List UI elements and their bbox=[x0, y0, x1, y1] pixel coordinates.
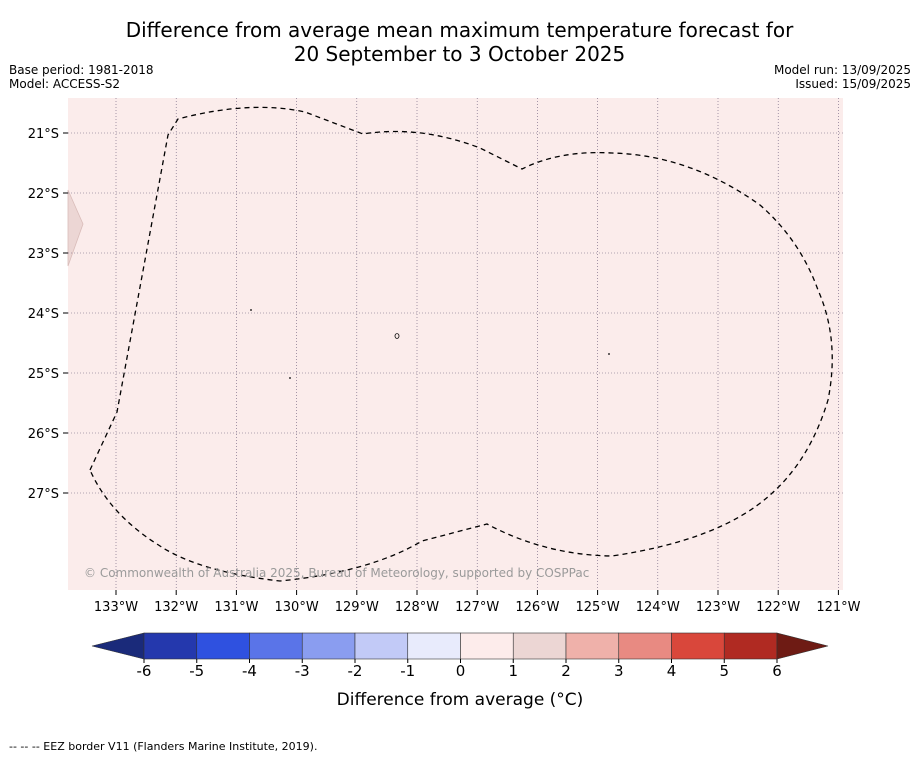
lon-label: 124°W bbox=[636, 600, 680, 615]
lat-label: 21°S bbox=[28, 127, 59, 142]
colorbar-tick-label: -6 bbox=[137, 662, 152, 680]
colorbar-tick-label: 1 bbox=[508, 662, 518, 680]
lat-label: 27°S bbox=[28, 487, 59, 502]
eez-border bbox=[89, 106, 833, 582]
model-text: Model: ACCESS-S2 bbox=[9, 77, 121, 91]
lon-label: 131°W bbox=[214, 600, 258, 615]
run-info: Model run: 13/09/2025 Issued: 15/09/2025 bbox=[774, 63, 911, 91]
colorbar-cell bbox=[723, 632, 778, 660]
title-line-2: 20 September to 3 October 2025 bbox=[293, 42, 626, 66]
latitude-labels: 21°S 22°S 23°S 24°S 25°S 26°S 27°S bbox=[28, 127, 59, 502]
colorbar-tick-label: 5 bbox=[719, 662, 729, 680]
colorbar-cell bbox=[460, 632, 514, 660]
lon-label: 123°W bbox=[696, 600, 740, 615]
colorbar-cell bbox=[671, 632, 725, 660]
model-run-text: Model run: 13/09/2025 bbox=[773, 63, 911, 77]
colorbar: -6 -5 -4 -3 -2 -1 0 1 2 3 4 5 6 bbox=[91, 632, 829, 680]
colorbar-tick-label: -4 bbox=[242, 662, 257, 680]
colorbar-cell bbox=[407, 632, 461, 660]
colorbar-tick-label: -1 bbox=[400, 662, 415, 680]
island bbox=[608, 353, 610, 355]
lon-label: 121°W bbox=[816, 600, 860, 615]
colorbar-tick-label: 3 bbox=[614, 662, 624, 680]
base-period-text: Base period: 1981-2018 bbox=[9, 63, 154, 77]
colorbar-tick-label: 6 bbox=[772, 662, 782, 680]
west-edge-anomaly-patch bbox=[67, 189, 84, 267]
island bbox=[289, 377, 291, 379]
colorbar-tick-label: -3 bbox=[295, 662, 310, 680]
colorbar-tick-label: -2 bbox=[348, 662, 363, 680]
lon-label: 125°W bbox=[576, 600, 620, 615]
map-panel bbox=[68, 98, 843, 590]
copyright-text: © Commonwealth of Australia 2025, Bureau… bbox=[84, 566, 589, 580]
issued-text: Issued: 15/09/2025 bbox=[795, 77, 911, 91]
colorbar-under-arrow bbox=[91, 632, 145, 660]
colorbar-tick-label: 0 bbox=[456, 662, 466, 680]
colorbar-tick-label: 4 bbox=[667, 662, 677, 680]
lat-label: 25°S bbox=[28, 367, 59, 382]
colorbar-label: Difference from average (°C) bbox=[337, 690, 584, 710]
colorbar-cell bbox=[196, 632, 250, 660]
colorbar-tick-label: 2 bbox=[561, 662, 571, 680]
lon-label: 129°W bbox=[335, 600, 379, 615]
colorbar-cell bbox=[354, 632, 409, 660]
island bbox=[394, 333, 400, 339]
island bbox=[250, 309, 252, 311]
lon-label: 130°W bbox=[275, 600, 319, 615]
base-info: Base period: 1981-2018 Model: ACCESS-S2 bbox=[9, 63, 154, 91]
colorbar-cell bbox=[249, 632, 303, 660]
lon-label: 132°W bbox=[154, 600, 198, 615]
colorbar-cell bbox=[618, 632, 672, 660]
lon-label: 126°W bbox=[515, 600, 559, 615]
lat-label: 24°S bbox=[28, 307, 59, 322]
colorbar-cell bbox=[565, 632, 620, 660]
eez-footnote: -- -- -- EEZ border V11 (Flanders Marine… bbox=[9, 740, 318, 753]
colorbar-cell bbox=[143, 632, 198, 660]
colorbar-cells bbox=[143, 632, 778, 660]
colorbar-tick-label: -5 bbox=[189, 662, 204, 680]
lon-label: 122°W bbox=[756, 600, 800, 615]
graticule bbox=[63, 98, 843, 595]
colorbar-ticks: -6 -5 -4 -3 -2 -1 0 1 2 3 4 5 6 bbox=[137, 659, 782, 680]
map-title: Difference from average mean maximum tem… bbox=[0, 18, 919, 66]
lat-label: 26°S bbox=[28, 427, 59, 442]
islands bbox=[250, 309, 610, 379]
lon-label: 133°W bbox=[94, 600, 138, 615]
colorbar-cell bbox=[512, 632, 567, 660]
colorbar-cell bbox=[301, 632, 356, 660]
lat-label: 23°S bbox=[28, 247, 59, 262]
longitude-labels: 133°W 132°W 131°W 130°W 129°W 128°W 127°W 126°W… bbox=[94, 600, 861, 615]
colorbar-over-arrow bbox=[776, 632, 829, 660]
lon-label: 127°W bbox=[455, 600, 499, 615]
lat-label: 22°S bbox=[28, 187, 59, 202]
lon-label: 128°W bbox=[395, 600, 439, 615]
title-line-1: Difference from average mean maximum tem… bbox=[125, 18, 794, 42]
